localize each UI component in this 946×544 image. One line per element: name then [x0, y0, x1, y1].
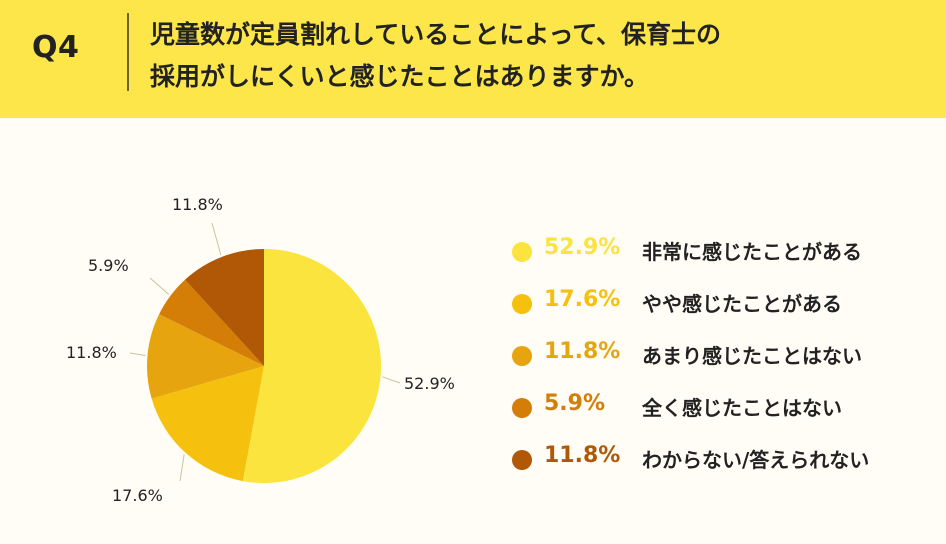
slice-value-label: 11.8%	[66, 343, 117, 362]
legend-swatch	[512, 242, 532, 262]
slice-value-label: 5.9%	[88, 256, 129, 275]
pie-slice	[159, 279, 264, 366]
pie-chart: 52.9% 17.6% 11.8% 5.9% 11.8%	[66, 195, 455, 505]
question-text: 児童数が定員割れしていることによって、保育士の 採用がしにくいと感じたことはあり…	[150, 14, 930, 98]
leader-line	[179, 454, 185, 482]
legend-percent: 52.9%	[544, 235, 621, 260]
leader-line	[382, 376, 401, 384]
legend-label: わからない/答えられない	[642, 448, 870, 472]
question-line-2: 採用がしにくいと感じたことはありますか。	[150, 62, 650, 91]
legend-percent: 5.9%	[544, 391, 606, 416]
legend-item: 11.8% あまり感じたことはない	[512, 334, 942, 386]
question-number: Q4	[32, 30, 80, 65]
legend-label: あまり感じたことはない	[642, 344, 862, 368]
pie-slice	[242, 249, 382, 483]
header-divider	[127, 13, 129, 91]
legend-percent: 11.8%	[544, 443, 621, 468]
legend-label: 全く感じたことはない	[642, 396, 842, 420]
legend-percent: 11.8%	[544, 339, 621, 364]
slice-value-label: 17.6%	[112, 486, 163, 505]
legend-item: 11.8% わからない/答えられない	[512, 438, 942, 490]
slice-value-label: 11.8%	[172, 195, 223, 214]
legend-swatch	[512, 346, 532, 366]
pie-slice	[147, 314, 264, 399]
slice-value-label: 52.9%	[404, 374, 455, 393]
leader-line	[129, 352, 146, 357]
legend-label: やや感じたことがある	[642, 292, 842, 316]
leader-line	[211, 222, 222, 256]
legend-item: 17.6% やや感じたことがある	[512, 282, 942, 334]
leader-line	[149, 277, 170, 295]
legend-percent: 17.6%	[544, 287, 621, 312]
legend-label: 非常に感じたことがある	[642, 240, 862, 264]
legend-swatch	[512, 450, 532, 470]
question-line-1: 児童数が定員割れしていることによって、保育士の	[150, 20, 722, 49]
legend-item: 52.9% 非常に感じたことがある	[512, 230, 942, 282]
pie-slice	[151, 366, 264, 482]
legend-swatch	[512, 294, 532, 314]
chart-legend: 52.9% 非常に感じたことがある 17.6% やや感じたことがある 11.8%…	[512, 230, 942, 490]
legend-item: 5.9% 全く感じたことはない	[512, 386, 942, 438]
pie-slice	[184, 249, 264, 366]
question-header: Q4 児童数が定員割れしていることによって、保育士の 採用がしにくいと感じたこと…	[0, 0, 946, 118]
legend-swatch	[512, 398, 532, 418]
